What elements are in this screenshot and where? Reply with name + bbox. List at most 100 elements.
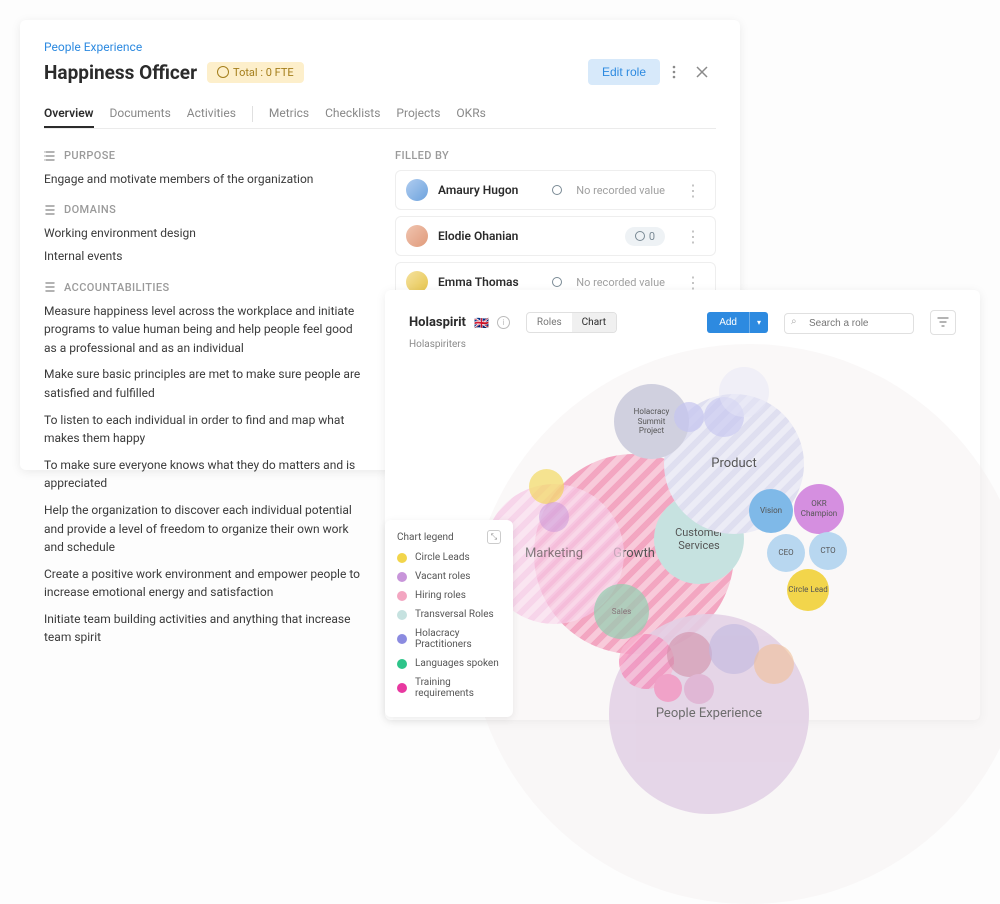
circle-label: CEO	[778, 548, 793, 558]
domain-item: Working environment design	[44, 224, 365, 243]
search-icon: ⌕	[791, 316, 797, 327]
accountability-item: To listen to each individual in order to…	[44, 411, 365, 448]
member-menu-button[interactable]: ⋮	[681, 273, 705, 292]
role-title: Happiness Officer	[44, 61, 197, 84]
close-icon	[694, 64, 710, 80]
circle-node[interactable]: Circle Lead	[787, 569, 829, 611]
circle-node[interactable]: OKR Champion	[794, 484, 844, 534]
legend-item[interactable]: Transversal Roles	[397, 609, 501, 620]
tab-overview[interactable]: Overview	[44, 100, 94, 128]
circle-node[interactable]: Vision	[749, 489, 793, 533]
legend-item[interactable]: Languages spoken	[397, 658, 501, 669]
legend-item[interactable]: Vacant roles	[397, 571, 501, 582]
breadcrumb[interactable]: People Experience	[44, 40, 716, 54]
view-toggle: RolesChart	[526, 312, 617, 333]
circle-node[interactable]	[529, 469, 564, 504]
member-menu-button[interactable]: ⋮	[681, 227, 705, 246]
toggle-chart[interactable]: Chart	[572, 313, 616, 332]
member-menu-button[interactable]: ⋮	[681, 181, 705, 200]
tab-okrs[interactable]: OKRs	[456, 100, 485, 128]
more-menu-button[interactable]	[660, 58, 688, 86]
add-dropdown-button[interactable]: ▾	[749, 312, 768, 333]
circle-node[interactable]	[667, 632, 712, 677]
legend-label: Holacracy Practitioners	[415, 628, 501, 650]
legend-item[interactable]: Training requirements	[397, 677, 501, 699]
fte-label: Total : 0 FTE	[233, 66, 294, 79]
legend-item[interactable]: Hiring roles	[397, 590, 501, 601]
legend-dot	[397, 610, 407, 620]
member-name: Elodie Ohanian	[438, 229, 615, 243]
member-value: No recorded value	[576, 276, 665, 289]
circle-label: People Experience	[656, 706, 762, 722]
circle-label: Circle Lead	[788, 585, 828, 595]
legend-label: Training requirements	[415, 677, 501, 699]
circle-label: CTO	[820, 546, 835, 556]
edit-role-button[interactable]: Edit role	[588, 59, 660, 85]
circle-node[interactable]	[539, 502, 569, 532]
circle-label: Marketing	[525, 546, 583, 562]
legend-dot	[397, 553, 407, 563]
tab-documents[interactable]: Documents	[110, 100, 171, 128]
circle-node[interactable]	[709, 624, 759, 674]
legend-panel: Chart legend ⤡ Circle LeadsVacant rolesH…	[385, 520, 513, 717]
member-name: Emma Thomas	[438, 275, 542, 289]
purpose-text: Engage and motivate members of the organ…	[44, 170, 365, 189]
circle-node[interactable]: CTO	[809, 532, 847, 570]
member-row[interactable]: Amaury Hugon No recorded value ⋮	[395, 170, 716, 210]
accountability-item: To make sure everyone knows what they do…	[44, 456, 365, 493]
kebab-icon	[666, 64, 682, 80]
fte-badge: Total : 0 FTE	[207, 62, 304, 83]
filter-button[interactable]	[930, 310, 956, 335]
legend-item[interactable]: Circle Leads	[397, 552, 501, 563]
legend-item[interactable]: Holacracy Practitioners	[397, 628, 501, 650]
tabs: Overview Documents Activities Metrics Checkl…	[44, 100, 716, 129]
member-value: No recorded value	[576, 184, 665, 197]
circle-node[interactable]	[684, 674, 714, 704]
toggle-roles[interactable]: Roles	[527, 313, 572, 332]
accountability-item: Make sure basic principles are met to ma…	[44, 365, 365, 402]
tab-checklists[interactable]: Checklists	[325, 100, 380, 128]
circle-node[interactable]	[754, 644, 794, 684]
filter-icon	[937, 317, 949, 327]
chart-subtitle: Holaspiriters	[409, 339, 956, 350]
circle-label: OKR Champion	[794, 499, 844, 518]
member-name: Amaury Hugon	[438, 183, 542, 197]
circle-label: Product	[711, 456, 756, 472]
member-row[interactable]: Elodie Ohanian 0 ⋮	[395, 216, 716, 256]
circle-node[interactable]	[674, 402, 704, 432]
search-role-input[interactable]	[784, 313, 914, 334]
search-role-wrap: ⌕	[784, 311, 914, 334]
circle-label: Sales	[612, 607, 631, 617]
circle-node[interactable]: CEO	[767, 534, 805, 572]
tab-projects[interactable]: Projects	[396, 100, 440, 128]
tab-activities[interactable]: Activities	[187, 100, 236, 128]
accountability-item: Measure happiness level across the workp…	[44, 302, 365, 358]
add-button[interactable]: Add	[707, 312, 749, 333]
purpose-header: PURPOSE	[44, 149, 365, 162]
add-button-group: Add ▾	[707, 312, 768, 333]
avatar	[406, 179, 428, 201]
circle-node[interactable]	[719, 367, 769, 417]
circle-node[interactable]: Sales	[594, 584, 649, 639]
accountability-item: Create a positive work environment and e…	[44, 565, 365, 602]
tab-metrics[interactable]: Metrics	[269, 100, 309, 128]
circle-node[interactable]	[654, 674, 682, 702]
chart-title: Holaspirit	[409, 315, 466, 330]
member-fte-badge: 0	[625, 227, 665, 246]
info-icon[interactable]: i	[497, 316, 510, 329]
avatar	[406, 225, 428, 247]
chart-header: Holaspirit 🇬🇧 i RolesChart Add ▾ ⌕	[409, 310, 956, 335]
circle-label: Holacracy Summit Project	[634, 407, 670, 436]
legend-label: Circle Leads	[415, 552, 470, 563]
legend-collapse-button[interactable]: ⤡	[487, 530, 501, 544]
role-header: Happiness Officer Total : 0 FTE Edit rol…	[44, 58, 716, 86]
filled-by-header: FILLED BY	[395, 149, 716, 162]
legend-dot	[397, 591, 407, 601]
flag-icon: 🇬🇧	[474, 316, 489, 330]
legend-dot	[397, 683, 407, 693]
list-icon	[44, 282, 56, 292]
domains-header: DOMAINS	[44, 203, 365, 216]
close-button[interactable]	[688, 58, 716, 86]
accountability-item: Help the organization to discover each i…	[44, 501, 365, 557]
list-icon	[44, 151, 56, 161]
